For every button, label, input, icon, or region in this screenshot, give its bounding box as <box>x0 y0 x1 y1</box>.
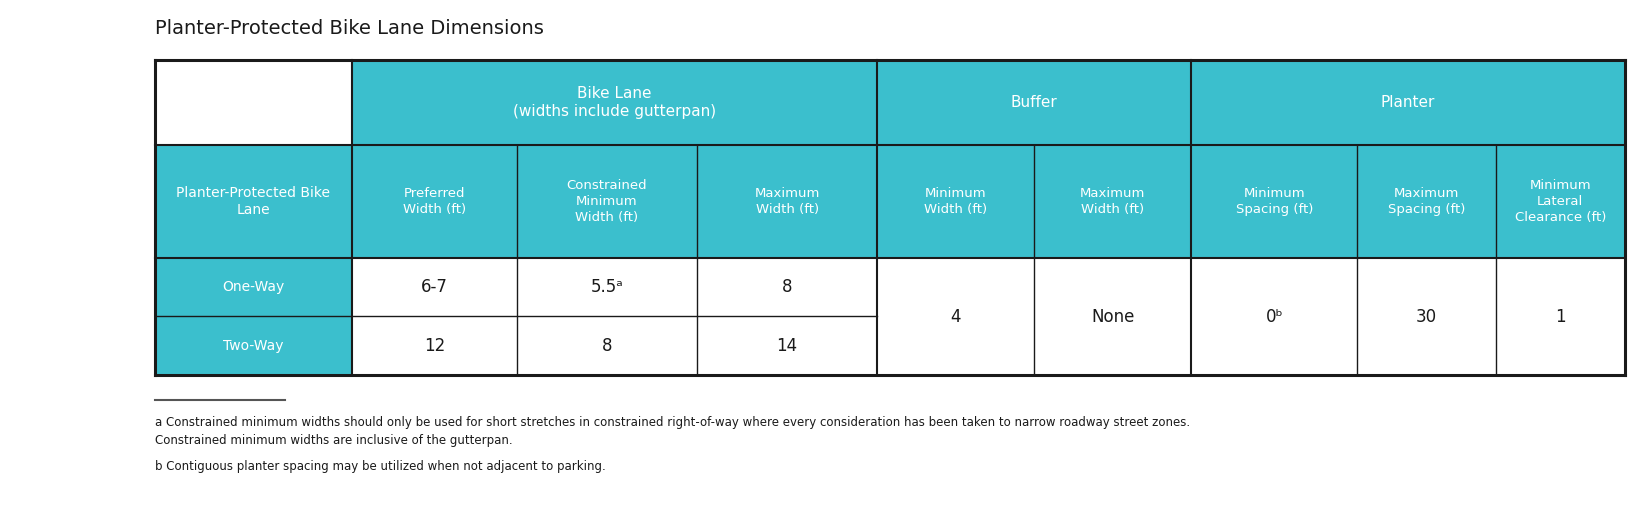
Text: 5.5ᵃ: 5.5ᵃ <box>590 278 623 296</box>
Text: Preferred
Width (ft): Preferred Width (ft) <box>403 187 467 216</box>
Bar <box>516 145 697 258</box>
Bar <box>352 258 516 316</box>
Text: b Contiguous planter spacing may be utilized when not adjacent to parking.: b Contiguous planter spacing may be util… <box>154 460 606 473</box>
Bar <box>352 60 877 145</box>
Bar <box>1191 258 1357 375</box>
Text: a Constrained minimum widths should only be used for short stretches in constrai: a Constrained minimum widths should only… <box>154 416 1190 447</box>
Bar <box>154 316 352 375</box>
Bar <box>877 60 1191 145</box>
Text: 4: 4 <box>950 308 961 326</box>
Text: Minimum
Spacing (ft): Minimum Spacing (ft) <box>1236 187 1313 216</box>
Text: 8: 8 <box>782 278 792 296</box>
Text: 0ᵇ: 0ᵇ <box>1265 308 1283 326</box>
Bar <box>697 316 877 375</box>
Bar <box>352 145 516 258</box>
Text: Planter: Planter <box>1382 95 1436 110</box>
Bar <box>352 316 516 375</box>
Bar <box>1033 258 1191 375</box>
Text: Two-Way: Two-Way <box>223 338 284 353</box>
Text: Minimum
Lateral
Clearance (ft): Minimum Lateral Clearance (ft) <box>1515 179 1605 224</box>
Bar <box>877 145 1033 258</box>
Bar <box>516 258 697 316</box>
Text: 8: 8 <box>601 337 613 355</box>
Text: 12: 12 <box>424 337 445 355</box>
Bar <box>1357 145 1495 258</box>
Text: One-Way: One-Way <box>222 280 284 294</box>
Text: 30: 30 <box>1416 308 1438 326</box>
Text: Bike Lane
(widths include gutterpan): Bike Lane (widths include gutterpan) <box>513 86 716 119</box>
Bar <box>697 258 877 316</box>
Text: Planter-Protected Bike Lane Dimensions: Planter-Protected Bike Lane Dimensions <box>154 18 544 37</box>
Text: 14: 14 <box>777 337 797 355</box>
Bar <box>697 145 877 258</box>
Bar <box>516 316 697 375</box>
Bar <box>877 258 1033 375</box>
Bar <box>1191 145 1357 258</box>
Text: Planter-Protected Bike
Lane: Planter-Protected Bike Lane <box>176 186 330 217</box>
Bar <box>154 145 352 258</box>
Bar <box>1495 258 1625 375</box>
Text: Maximum
Width (ft): Maximum Width (ft) <box>1079 187 1145 216</box>
Text: Maximum
Width (ft): Maximum Width (ft) <box>754 187 820 216</box>
Text: Constrained
Minimum
Width (ft): Constrained Minimum Width (ft) <box>567 179 647 224</box>
Text: Maximum
Spacing (ft): Maximum Spacing (ft) <box>1388 187 1466 216</box>
Bar <box>154 258 352 316</box>
Text: Buffer: Buffer <box>1010 95 1058 110</box>
Bar <box>1357 258 1495 375</box>
Bar <box>1191 60 1625 145</box>
Bar <box>1495 145 1625 258</box>
Text: 6-7: 6-7 <box>421 278 449 296</box>
Bar <box>154 60 352 145</box>
Text: 1: 1 <box>1554 308 1566 326</box>
Text: None: None <box>1091 308 1134 326</box>
Text: Minimum
Width (ft): Minimum Width (ft) <box>923 187 987 216</box>
Bar <box>1033 145 1191 258</box>
